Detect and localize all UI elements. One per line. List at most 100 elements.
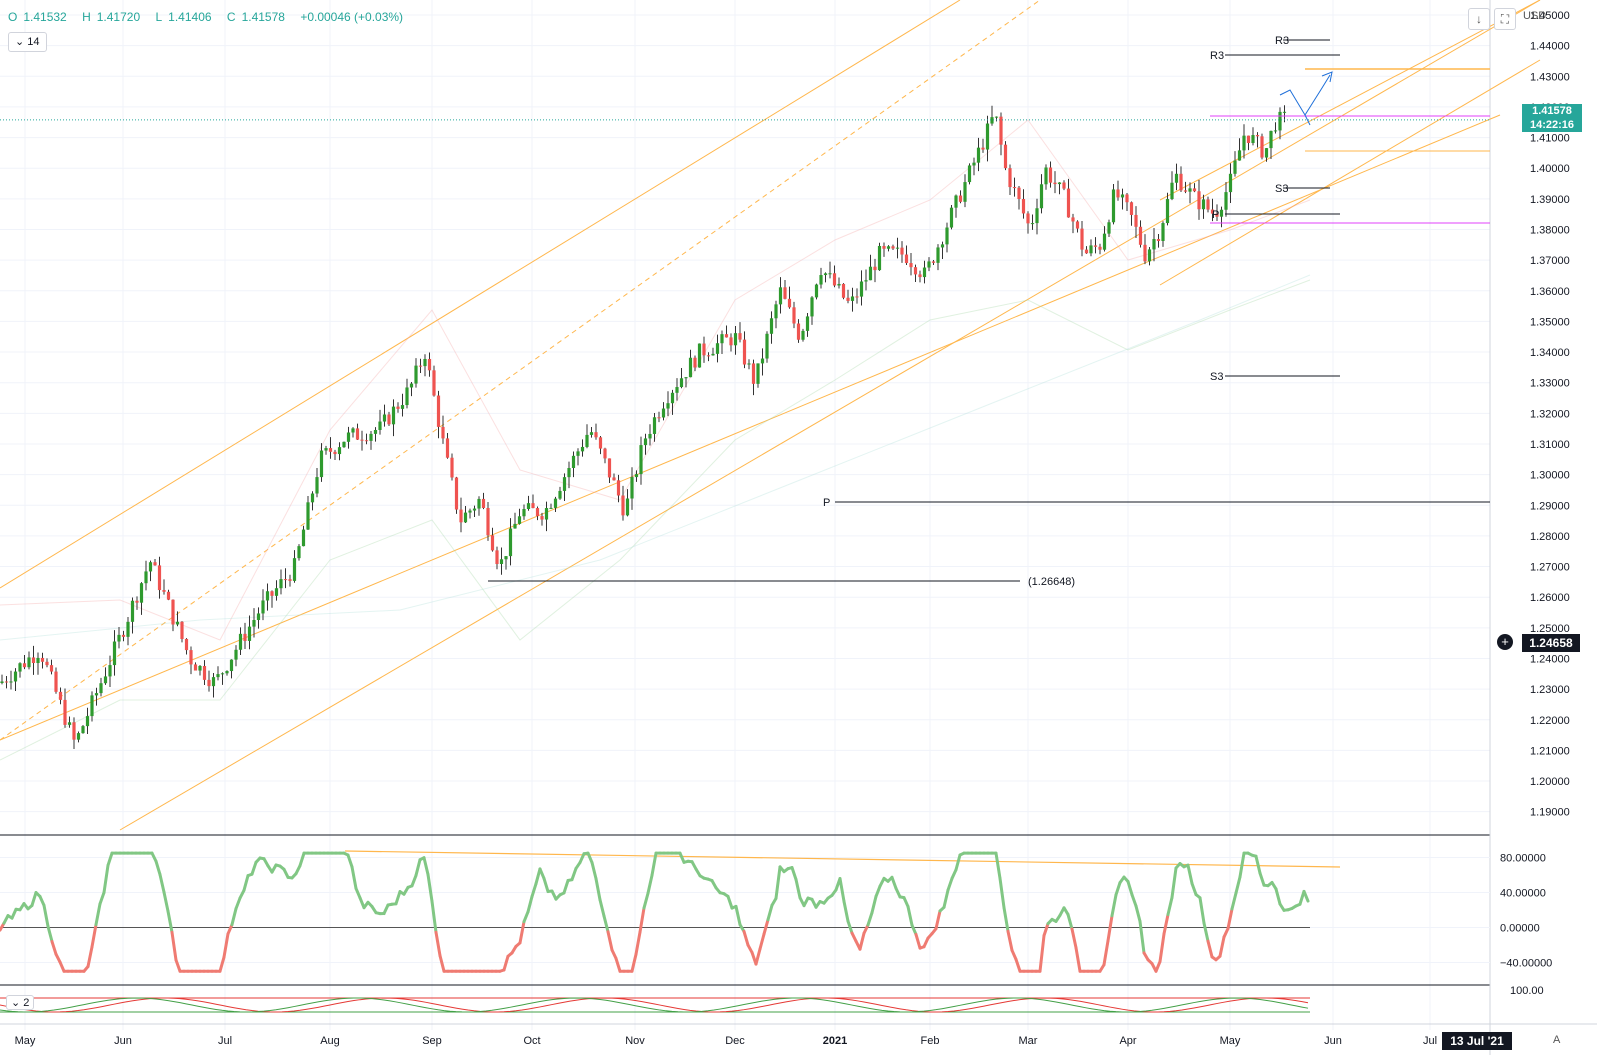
fullscreen-icon[interactable]: ⛶ bbox=[1494, 8, 1516, 30]
osc-segment bbox=[526, 895, 534, 914]
osc-segment bbox=[850, 931, 858, 943]
osc-segment bbox=[890, 875, 898, 890]
candle-body bbox=[747, 363, 751, 365]
candle-body bbox=[1246, 135, 1251, 144]
osc-axis-label: 80.00000 bbox=[1500, 853, 1546, 865]
osc-segment bbox=[678, 851, 686, 864]
candle-body bbox=[504, 556, 508, 560]
candle-body bbox=[621, 495, 625, 516]
download-icon[interactable]: ↓ bbox=[1468, 8, 1490, 30]
pivot-label: S3 bbox=[1210, 371, 1223, 383]
candle-body bbox=[58, 691, 63, 700]
pivot-label: S3 bbox=[1275, 183, 1288, 195]
osc-segment bbox=[758, 932, 766, 951]
candle-body bbox=[477, 498, 481, 509]
candle-body bbox=[526, 503, 531, 509]
candle-body bbox=[54, 671, 58, 692]
candle-body bbox=[765, 333, 769, 359]
candle-body bbox=[1039, 184, 1044, 209]
price-axis-label: 1.19000 bbox=[1530, 807, 1570, 819]
candle-body bbox=[706, 355, 711, 357]
candle-body bbox=[738, 333, 742, 340]
candle-body bbox=[1057, 182, 1062, 185]
candle-body bbox=[652, 417, 657, 434]
candle-body bbox=[634, 474, 639, 478]
candle-body bbox=[198, 665, 202, 671]
candle-body bbox=[99, 683, 103, 694]
pivot-label: R3 bbox=[1210, 50, 1224, 62]
candle-body bbox=[522, 508, 526, 517]
osc-segment bbox=[434, 930, 442, 958]
osc-segment bbox=[1010, 948, 1018, 961]
time-axis-label: Apr bbox=[1119, 1035, 1136, 1047]
candle-body bbox=[1093, 245, 1098, 247]
osc-segment bbox=[430, 899, 438, 934]
candle-body bbox=[954, 195, 958, 208]
oscillator2-toggle[interactable]: ⌄ 2 bbox=[6, 995, 35, 1010]
candle-body bbox=[463, 512, 468, 523]
candle-body bbox=[972, 162, 976, 166]
change-value: +0.00046 (+0.03%) bbox=[300, 10, 404, 24]
candle-body bbox=[751, 363, 756, 384]
candle-body bbox=[1026, 213, 1030, 224]
price-axis-label: 1.30000 bbox=[1530, 470, 1570, 482]
candle-body bbox=[1120, 194, 1125, 198]
candle-body bbox=[27, 657, 31, 668]
candle-body bbox=[261, 600, 265, 614]
candle-body bbox=[499, 559, 504, 565]
candle-body bbox=[130, 600, 135, 622]
candle-body bbox=[396, 406, 400, 409]
osc-segment bbox=[642, 891, 650, 910]
auto-scale-button[interactable]: A bbox=[1553, 1034, 1561, 1046]
candle-body bbox=[1192, 188, 1197, 192]
candle-body bbox=[445, 438, 450, 458]
price-axis-label: 1.31000 bbox=[1530, 439, 1570, 451]
osc-segment bbox=[614, 956, 622, 973]
pivot-label: R3 bbox=[1275, 35, 1289, 47]
osc-segment bbox=[1158, 932, 1166, 964]
candle-body bbox=[67, 722, 72, 725]
candle-body bbox=[22, 663, 27, 668]
candle-body bbox=[1237, 150, 1242, 161]
candle-body bbox=[886, 246, 891, 249]
candle-body bbox=[1044, 167, 1048, 185]
oscillator-length-toggle[interactable]: ⌄ 14 bbox=[8, 32, 47, 52]
pattern-line bbox=[1279, 89, 1311, 126]
candle-body bbox=[400, 405, 405, 409]
candle-body bbox=[922, 267, 927, 278]
osc-segment bbox=[250, 860, 258, 876]
candle-body bbox=[13, 671, 18, 682]
osc-segment bbox=[762, 918, 770, 936]
candle-body bbox=[769, 318, 774, 334]
candle-body bbox=[571, 455, 576, 469]
candle-body bbox=[36, 657, 40, 664]
candle-body bbox=[594, 432, 598, 438]
add-alert-icon[interactable]: + bbox=[1497, 634, 1513, 650]
osc-segment bbox=[1038, 934, 1046, 973]
candle-body bbox=[607, 458, 612, 478]
osc-segment bbox=[1006, 929, 1014, 952]
osc-segment bbox=[358, 896, 366, 910]
cursor-date-tag: 13 Jul '21 bbox=[1442, 1032, 1512, 1050]
close-value: C 1.41578 bbox=[226, 10, 285, 24]
time-axis-label: Dec bbox=[725, 1035, 745, 1047]
osc-segment bbox=[1138, 919, 1146, 955]
candle-body bbox=[985, 123, 990, 150]
candle-body bbox=[378, 421, 382, 430]
candle-body bbox=[1116, 189, 1120, 198]
candle-body bbox=[1003, 144, 1008, 169]
candle-body bbox=[720, 334, 724, 344]
osc-segment bbox=[1002, 906, 1010, 933]
candle-body bbox=[801, 330, 805, 340]
candle-body bbox=[679, 378, 684, 388]
candle-body bbox=[535, 508, 540, 517]
candle-body bbox=[1089, 245, 1093, 254]
osc-segment bbox=[1074, 946, 1082, 973]
candle-body bbox=[207, 679, 211, 687]
candle-body bbox=[1075, 221, 1080, 229]
osc-segment bbox=[170, 930, 178, 962]
candle-body bbox=[828, 273, 832, 275]
candle-body bbox=[508, 528, 513, 557]
candle-body bbox=[1066, 188, 1071, 218]
